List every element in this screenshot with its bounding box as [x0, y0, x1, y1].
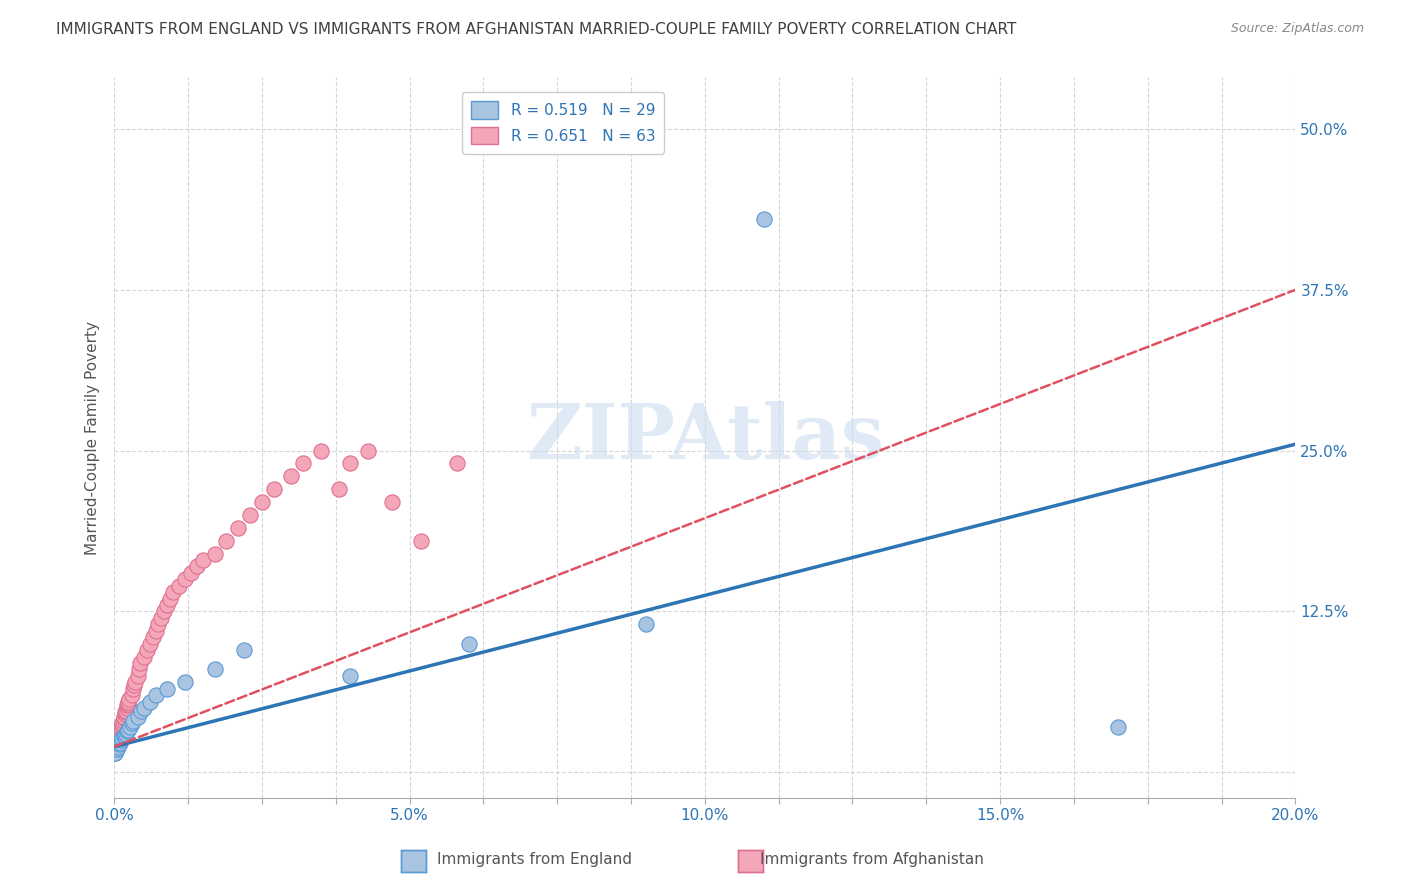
Point — [226, 521, 249, 535]
Point — [104, 739, 127, 754]
Point — [411, 533, 433, 548]
Point — [108, 737, 131, 751]
Point — [110, 723, 132, 737]
Point — [135, 643, 157, 657]
Point — [110, 720, 132, 734]
Point — [115, 724, 138, 739]
Point — [105, 736, 128, 750]
Point — [108, 724, 131, 739]
Point — [118, 720, 141, 734]
Point — [204, 547, 226, 561]
Point — [122, 681, 145, 696]
Point — [121, 716, 143, 731]
Point — [145, 624, 167, 638]
Point — [104, 742, 127, 756]
Point — [114, 707, 136, 722]
Point — [104, 746, 127, 760]
Point — [239, 508, 262, 522]
Point — [122, 678, 145, 692]
Point — [156, 681, 179, 696]
Point — [328, 482, 350, 496]
Point — [107, 739, 129, 754]
Point — [150, 611, 173, 625]
Point — [339, 457, 361, 471]
Point — [148, 617, 170, 632]
Point — [107, 733, 129, 747]
Point — [280, 469, 302, 483]
Point — [156, 598, 179, 612]
Point — [118, 692, 141, 706]
Point — [114, 729, 136, 743]
Point — [357, 443, 380, 458]
Point — [204, 662, 226, 676]
Point — [117, 723, 139, 737]
Text: IMMIGRANTS FROM ENGLAND VS IMMIGRANTS FROM AFGHANISTAN MARRIED-COUPLE FAMILY POV: IMMIGRANTS FROM ENGLAND VS IMMIGRANTS FR… — [56, 22, 1017, 37]
Text: Immigrants from Afghanistan: Immigrants from Afghanistan — [759, 852, 984, 867]
Point — [186, 559, 208, 574]
Point — [110, 733, 132, 747]
Point — [159, 591, 181, 606]
Point — [162, 585, 184, 599]
Point — [752, 212, 775, 227]
Point — [112, 729, 135, 743]
Point — [115, 727, 138, 741]
Point — [112, 710, 135, 724]
Point — [129, 704, 152, 718]
Point — [191, 553, 214, 567]
Point — [108, 729, 131, 743]
Point — [108, 727, 131, 741]
Point — [115, 701, 138, 715]
Point — [233, 643, 256, 657]
Point — [180, 566, 202, 580]
Point — [111, 731, 134, 745]
Point — [1107, 720, 1129, 734]
Point — [132, 649, 155, 664]
Point — [446, 457, 468, 471]
Point — [132, 701, 155, 715]
Text: Source: ZipAtlas.com: Source: ZipAtlas.com — [1230, 22, 1364, 36]
Point — [111, 716, 134, 731]
Point — [122, 714, 145, 728]
Point — [115, 704, 138, 718]
Point — [127, 669, 149, 683]
Point — [124, 675, 146, 690]
Point — [381, 495, 404, 509]
Point — [112, 711, 135, 725]
Point — [138, 637, 160, 651]
Point — [292, 457, 315, 471]
Point — [105, 742, 128, 756]
Text: ZIPAtlas: ZIPAtlas — [526, 401, 884, 475]
Legend: R = 0.519   N = 29, R = 0.651   N = 63: R = 0.519 N = 29, R = 0.651 N = 63 — [461, 92, 665, 153]
Point — [129, 656, 152, 670]
Point — [215, 533, 238, 548]
Point — [339, 669, 361, 683]
Text: Immigrants from England: Immigrants from England — [437, 852, 631, 867]
Point — [128, 662, 150, 676]
Y-axis label: Married-Couple Family Poverty: Married-Couple Family Poverty — [86, 321, 100, 555]
Point — [145, 688, 167, 702]
Point — [127, 710, 149, 724]
Point — [263, 482, 285, 496]
Point — [104, 746, 127, 760]
Point — [457, 637, 479, 651]
Point — [153, 605, 176, 619]
Point — [112, 714, 135, 728]
Point — [111, 717, 134, 731]
Point — [107, 731, 129, 745]
Point — [309, 443, 332, 458]
Point — [634, 617, 657, 632]
Point — [174, 675, 197, 690]
Point — [114, 705, 136, 719]
Point — [142, 630, 165, 644]
Point — [174, 572, 197, 586]
Point — [115, 698, 138, 713]
Point — [121, 688, 143, 702]
Point — [138, 694, 160, 708]
Point — [250, 495, 273, 509]
Point — [117, 694, 139, 708]
Point — [167, 579, 190, 593]
Point — [105, 737, 128, 751]
Point — [117, 697, 139, 711]
Point — [108, 736, 131, 750]
